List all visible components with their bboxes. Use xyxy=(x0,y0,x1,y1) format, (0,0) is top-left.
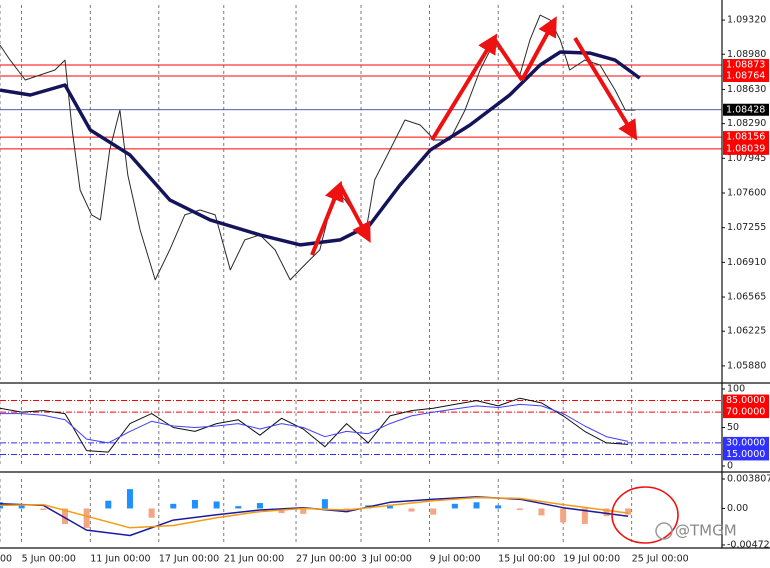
histogram-bar xyxy=(386,504,393,509)
plot-layer: 00 5 Jun 00:00 11 Jun 00:00 17 Jun 00:00 21 … xyxy=(0,5,770,565)
level-label-box xyxy=(723,436,769,449)
x-tick-label: 5 Jun 00:00 xyxy=(22,554,76,565)
histogram-bar xyxy=(256,503,263,509)
histogram-bar xyxy=(538,508,545,516)
y-tick-label: 1.07255 xyxy=(727,222,766,233)
x-tick-label: 3 Jul 00:00 xyxy=(361,554,412,565)
y-tick-label: 1.08290 xyxy=(727,118,766,129)
level-label: 1.08039 xyxy=(726,143,765,154)
annotation-arrow xyxy=(430,33,498,142)
series-line xyxy=(0,403,629,444)
y-tick-label: 0.0038071 xyxy=(727,474,770,485)
series-line xyxy=(0,496,629,529)
x-tick-label: 00 xyxy=(0,554,12,565)
y-tick-label: 1.09320 xyxy=(727,15,766,26)
level-label: 85.0000 xyxy=(726,395,765,406)
level-label-box xyxy=(723,69,769,82)
histogram-bar xyxy=(451,503,458,509)
series-line xyxy=(0,397,629,453)
watermark-icon xyxy=(655,522,673,540)
current-price-label: 1.08428 xyxy=(726,104,765,115)
x-tick-label: 27 Jun 00:00 xyxy=(296,554,356,565)
x-tick-label: 21 Jun 00:00 xyxy=(224,554,284,565)
x-tick-label: 15 Jul 00:00 xyxy=(498,554,555,565)
histogram-bar xyxy=(516,508,523,511)
annotation-arrow xyxy=(310,180,344,256)
current-price-box xyxy=(723,103,769,116)
histogram-bar xyxy=(235,506,242,509)
y-tick-label: 0.00 xyxy=(727,503,748,514)
histogram-bar xyxy=(170,503,177,509)
histogram-bar xyxy=(495,505,502,509)
histogram-bar xyxy=(213,501,220,509)
annotation-arrow xyxy=(573,36,638,141)
watermark: @TMGM xyxy=(675,522,737,540)
y-tick-label: 1.05880 xyxy=(727,360,766,371)
level-label: 70.0000 xyxy=(726,407,765,418)
histogram-bar xyxy=(408,508,415,512)
y-tick-label: 1.06910 xyxy=(727,257,766,268)
level-label-box xyxy=(723,59,769,72)
x-tick-label: 19 Jul 00:00 xyxy=(563,554,620,565)
x-tick-label: 9 Jul 00:00 xyxy=(430,554,481,565)
x-tick-label: 17 Jun 00:00 xyxy=(159,554,219,565)
annotation-arrow xyxy=(493,38,524,82)
highlight-circle xyxy=(611,486,679,544)
level-label: 1.08156 xyxy=(726,132,765,143)
histogram-bar xyxy=(83,508,90,528)
y-tick-label: 1.07945 xyxy=(727,153,766,164)
histogram-bar xyxy=(300,508,307,514)
y-tick-label: 1.08980 xyxy=(727,49,766,60)
level-label: 1.08764 xyxy=(726,70,765,81)
histogram-bar xyxy=(40,508,47,511)
x-tick-label: 11 Jun 00:00 xyxy=(90,554,150,565)
level-label-box xyxy=(723,406,769,419)
histogram-bar xyxy=(473,502,480,509)
histogram-bar xyxy=(581,508,588,524)
annotation-arrow xyxy=(520,16,557,81)
level-label-box xyxy=(723,394,769,407)
histogram-bar xyxy=(430,508,437,515)
y-tick-label: 1.06225 xyxy=(727,326,766,337)
y-tick-label: 100 xyxy=(727,384,745,395)
y-tick-label: 1.07600 xyxy=(727,187,766,198)
level-label: 1.08873 xyxy=(726,60,765,71)
level-label-box xyxy=(723,448,769,461)
level-label: 30.0000 xyxy=(726,437,765,448)
annotation-arrow xyxy=(338,184,371,243)
histogram-bar xyxy=(191,499,198,509)
histogram-bar xyxy=(148,508,155,518)
histogram-bar xyxy=(18,504,25,509)
level-label: 15.0000 xyxy=(726,449,765,460)
level-label-box xyxy=(723,142,769,155)
histogram-bar xyxy=(61,508,68,524)
histogram-bar xyxy=(625,508,632,515)
y-tick-label: 1.06565 xyxy=(727,292,766,303)
y-tick-label: 0 xyxy=(727,461,733,472)
histogram-bar xyxy=(603,508,610,517)
y-tick-label: 50 xyxy=(727,422,739,433)
histogram-bar xyxy=(105,500,112,509)
histogram-bar xyxy=(126,489,133,509)
level-label-box xyxy=(723,131,769,144)
y-tick-label: 1.08630 xyxy=(727,84,766,95)
histogram-bar xyxy=(321,499,328,509)
histogram-bar xyxy=(560,508,567,523)
y-tick-label: -0.0047219 xyxy=(727,540,770,551)
x-tick-label: 25 Jul 00:00 xyxy=(632,554,689,565)
